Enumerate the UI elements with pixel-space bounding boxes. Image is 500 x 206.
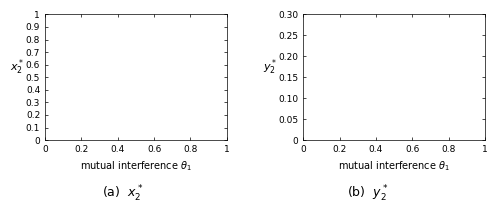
X-axis label: mutual interference $\theta_1$: mutual interference $\theta_1$ [80, 159, 192, 173]
X-axis label: mutual interference $\theta_1$: mutual interference $\theta_1$ [338, 159, 450, 173]
Text: (a)  $x_2^*$: (a) $x_2^*$ [102, 184, 143, 204]
Y-axis label: $y_2^*$: $y_2^*$ [262, 58, 277, 77]
Text: (b)  $y_2^*$: (b) $y_2^*$ [347, 184, 388, 204]
Y-axis label: $x_2^*$: $x_2^*$ [10, 58, 24, 77]
